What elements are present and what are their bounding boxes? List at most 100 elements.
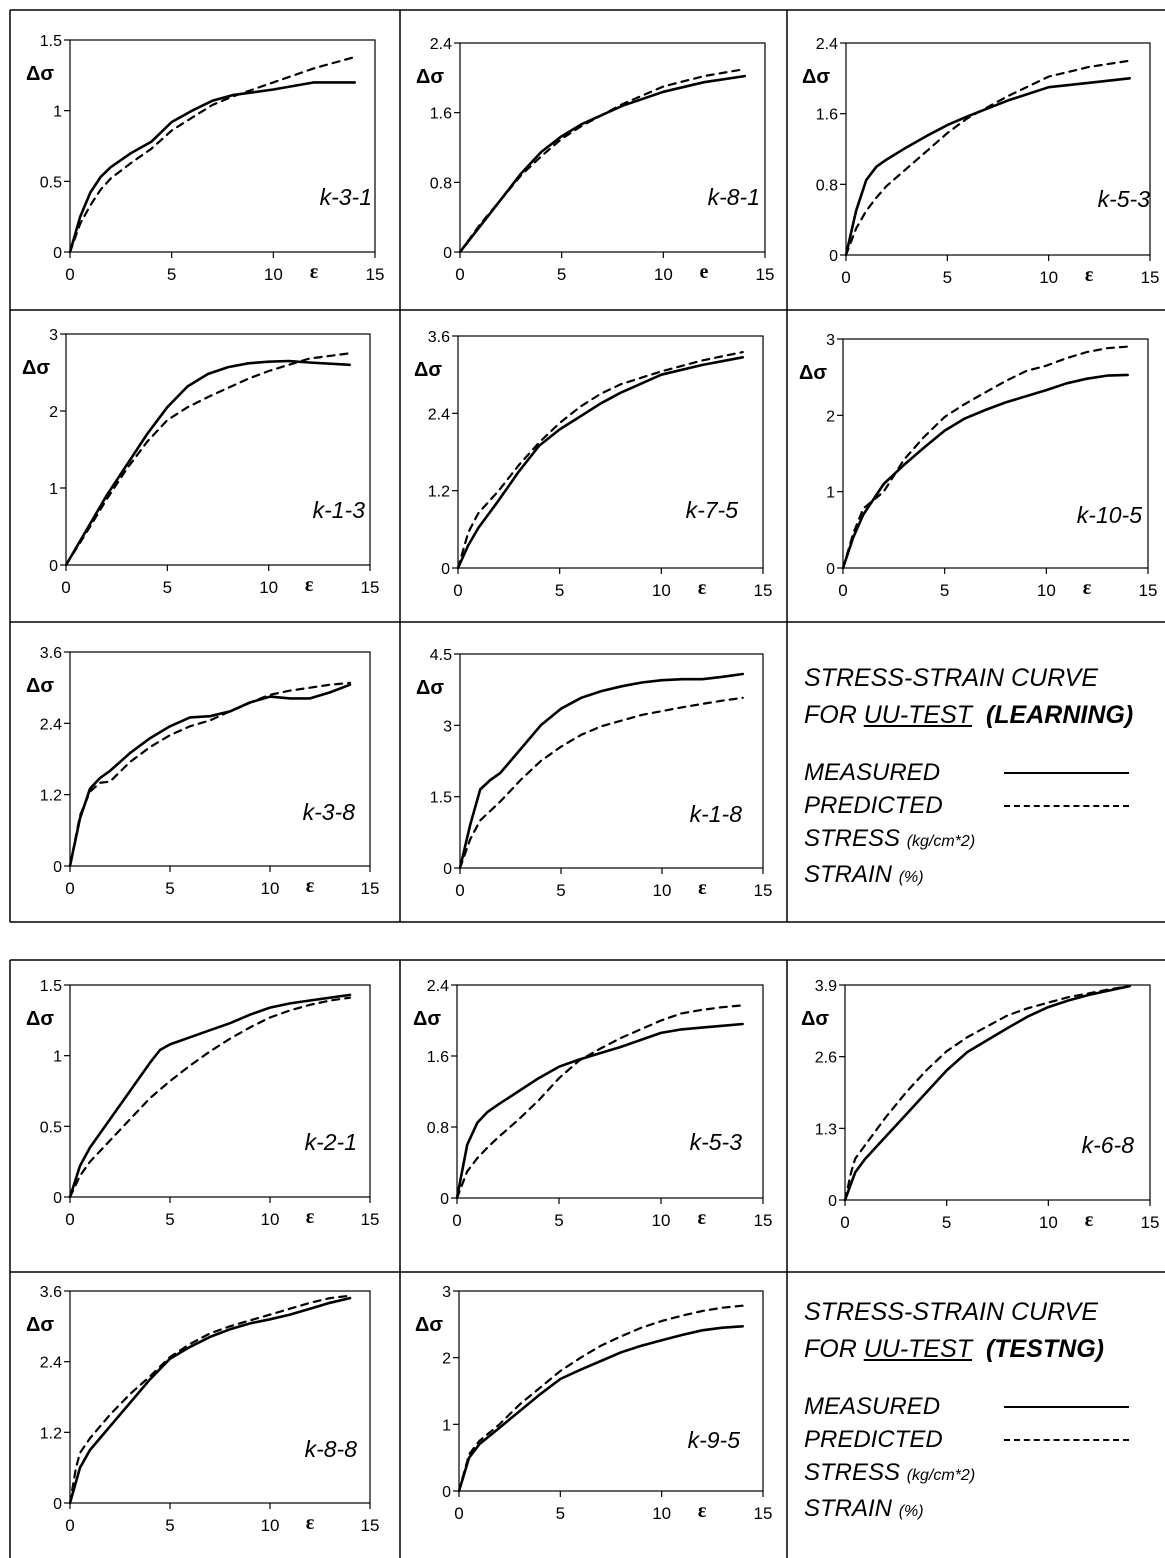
y-axis-label: Δσ xyxy=(414,359,442,381)
y-tick-label: 1.2 xyxy=(40,788,62,805)
x-axis-label: ε xyxy=(306,1512,315,1534)
y-tick-label: 3 xyxy=(443,718,452,735)
y-tick-label: 0 xyxy=(53,245,62,262)
y-tick-label: 0.8 xyxy=(430,175,452,192)
y-tick-label: 0 xyxy=(826,561,835,578)
legend-strain: STRAIN (%) xyxy=(804,861,924,888)
x-tick-label: 5 xyxy=(942,1213,951,1232)
measured-line-sample xyxy=(1004,1406,1129,1408)
x-tick-label: 15 xyxy=(361,578,380,597)
plot-frame xyxy=(459,653,764,869)
x-axis-label: ε xyxy=(305,574,314,596)
x-tick-label: 15 xyxy=(1141,1213,1160,1232)
x-tick-label: 5 xyxy=(556,1504,565,1523)
plot-frame xyxy=(844,984,1151,1201)
y-tick-label: 2 xyxy=(49,404,58,421)
series-measured xyxy=(841,373,1129,570)
x-tick-label: 0 xyxy=(840,1213,849,1232)
x-tick-label: 15 xyxy=(361,1210,380,1229)
x-tick-label: 0 xyxy=(455,881,464,900)
plot-frame xyxy=(845,42,1151,256)
y-tick-label: 0 xyxy=(53,1190,62,1207)
y-tick-label: 1 xyxy=(442,1417,451,1434)
series-predicted xyxy=(458,696,744,870)
y-axis-label: Δσ xyxy=(26,1008,54,1030)
y-tick-label: 0 xyxy=(443,245,452,262)
y-tick-label: 3 xyxy=(826,332,835,349)
legend-predicted: PREDICTED xyxy=(804,1423,1129,1456)
x-tick-label: 0 xyxy=(65,1516,74,1535)
legend-stress: STRESS (kg/cm*2) xyxy=(804,825,976,852)
series-predicted xyxy=(843,984,1131,1202)
y-tick-label: 0.8 xyxy=(427,1120,449,1137)
y-axis-label: Δσ xyxy=(801,1008,829,1030)
chart-k-6-8: 0 1.3 2.6 3.9 0 5 10 15 Δσ ε k-6-8 xyxy=(801,978,1159,1232)
x-tick-label: 15 xyxy=(754,1211,773,1230)
series-predicted xyxy=(458,67,746,254)
y-axis-label: Δσ xyxy=(802,66,830,88)
chart-k-8-1: 0 0.8 1.6 2.4 0 5 10 15 Δσ e k-8-1 xyxy=(416,36,774,284)
x-tick-label: 5 xyxy=(940,581,949,600)
x-tick-label: 10 xyxy=(261,1210,280,1229)
y-tick-label: 1 xyxy=(53,1049,62,1066)
x-tick-label: 5 xyxy=(943,268,952,287)
y-tick-label: 3 xyxy=(49,327,58,344)
plot-frame xyxy=(459,42,766,253)
y-tick-label: 1 xyxy=(49,481,58,498)
x-axis-label: e xyxy=(700,261,709,283)
chart-k-5-3: 0 0.8 1.6 2.4 0 5 10 15 Δσ ε k-5-3 xyxy=(413,978,772,1230)
chart-id-label: k-1-3 xyxy=(313,497,366,523)
x-axis-label: ε xyxy=(1085,1209,1094,1231)
y-tick-label: 0 xyxy=(440,1191,449,1208)
y-tick-label: 0 xyxy=(828,1193,837,1210)
x-tick-label: 15 xyxy=(754,881,773,900)
y-tick-label: 0 xyxy=(443,861,452,878)
y-tick-label: 2 xyxy=(442,1351,451,1368)
series-predicted xyxy=(456,351,744,570)
chart-k-7-5: 0 1.2 2.4 3.6 0 5 10 15 Δσ ε k-7-5 xyxy=(414,329,772,600)
chart-id-label: k-3-8 xyxy=(303,799,356,825)
legend-testing: STRESS-STRAIN CURVE FOR UU-TEST (TESTNG)… xyxy=(804,1294,1129,1528)
series-measured xyxy=(457,1325,745,1493)
x-tick-label: 5 xyxy=(165,879,174,898)
legend-title: STRESS-STRAIN CURVE xyxy=(804,1298,1099,1326)
x-tick-label: 10 xyxy=(264,265,283,284)
y-tick-label: 2.4 xyxy=(430,36,452,53)
series-measured xyxy=(456,355,745,570)
series-measured xyxy=(843,984,1131,1202)
series-measured xyxy=(458,672,745,870)
y-axis-label: Δσ xyxy=(799,362,827,384)
chart-k-9-5: 0 1 2 3 0 5 10 15 Δσ ε k-9-5 xyxy=(415,1284,772,1523)
x-tick-label: 0 xyxy=(61,578,70,597)
y-tick-label: 0.8 xyxy=(816,177,838,194)
plot-frame xyxy=(69,651,371,867)
x-tick-label: 15 xyxy=(754,581,773,600)
legend-learning: STRESS-STRAIN CURVE FOR UU-TEST (LEARNIN… xyxy=(804,660,1133,894)
x-tick-label: 10 xyxy=(652,581,671,600)
predicted-line-sample xyxy=(1004,1439,1129,1441)
series-measured xyxy=(68,993,352,1199)
plot-frame xyxy=(69,1290,371,1504)
x-tick-label: 10 xyxy=(652,1211,671,1230)
series-measured xyxy=(64,359,352,567)
chart-k-8-8: 0 1.2 2.4 3.6 0 5 10 15 Δσ ε k-8-8 xyxy=(26,1284,379,1535)
y-tick-label: 2.4 xyxy=(816,36,838,53)
x-tick-label: 5 xyxy=(165,1210,174,1229)
series-predicted xyxy=(841,345,1129,570)
x-tick-label: 0 xyxy=(455,265,464,284)
x-tick-label: 0 xyxy=(841,268,850,287)
y-tick-label: 3.9 xyxy=(815,978,837,995)
chart-k-10-5: 0 1 2 3 0 5 10 15 Δσ ε k-10-5 xyxy=(799,332,1157,600)
y-axis-label: Δσ xyxy=(26,675,54,697)
x-tick-label: 15 xyxy=(756,265,775,284)
series-predicted xyxy=(455,1004,744,1200)
y-axis-label: Δσ xyxy=(415,1314,443,1336)
chart-id-label: k-5-3 xyxy=(1098,186,1151,212)
y-tick-label: 1 xyxy=(53,104,62,121)
x-tick-label: 0 xyxy=(838,581,847,600)
plot-frame xyxy=(457,335,764,569)
y-tick-label: 0 xyxy=(49,558,58,575)
